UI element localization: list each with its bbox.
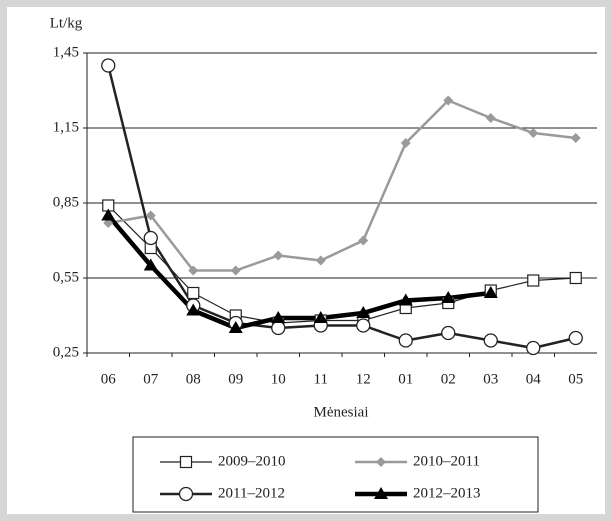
data-point [568,330,583,346]
data-point [228,321,243,333]
legend-label: 2010–2011 [413,453,480,469]
x-tick-label: 01 [398,371,413,387]
data-point [271,320,286,336]
data-point [145,210,156,221]
legend-marker [179,455,193,469]
legend-marker [376,457,386,467]
legend-label: 2011–2012 [218,485,285,501]
data-point [441,291,456,303]
data-point [570,133,581,143]
y-axis-label: Lt/kg [50,15,83,31]
data-point [186,303,201,316]
series-line [108,99,576,272]
y-tick-label: 0,25 [53,344,79,360]
data-point [358,235,369,246]
y-tick-label: 1,45 [53,44,79,60]
data-point [441,325,456,341]
data-point [527,274,540,287]
series-line [106,214,492,331]
data-point [313,311,328,323]
y-tick-label: 1,15 [53,119,79,135]
data-point [398,293,413,306]
data-point [526,340,541,356]
data-point [356,318,371,333]
x-tick-label: 06 [101,371,117,387]
x-tick-label: 03 [483,371,498,387]
data-point [483,333,498,348]
x-tick-label: 07 [143,371,159,387]
legend-marker [374,487,388,499]
y-tick-label: 0,85 [53,194,79,210]
legend-label: 2012–2013 [413,485,481,501]
data-point [273,250,284,261]
series-line [107,205,576,324]
x-tick-label: 02 [441,371,456,387]
y-tick-label: 0,55 [53,269,79,285]
data-point [356,306,371,318]
legend-label: 2009–2010 [218,453,286,469]
data-point [443,95,454,106]
chart-background [7,7,605,514]
data-point [315,255,326,266]
data-point [569,271,582,285]
data-point [101,208,116,221]
data-point [483,286,498,298]
series-line [107,65,577,350]
data-point [187,286,200,300]
data-point [143,258,158,271]
x-tick-label: 10 [271,371,286,387]
data-point [230,265,241,276]
data-point [400,138,411,148]
legend-marker [178,486,194,502]
x-tick-label: 09 [228,371,243,387]
x-tick-label: 11 [314,371,328,387]
legend-box [132,436,539,513]
data-point [271,311,286,323]
x-tick-label: 08 [186,371,201,387]
x-tick-label: 05 [568,371,583,387]
data-point [188,265,199,276]
data-point [398,333,413,348]
data-point [101,58,116,73]
data-point [528,128,539,138]
x-tick-label: 12 [356,371,371,387]
data-point [485,113,496,123]
x-tick-label: 04 [526,371,542,387]
x-axis-label: Mėnesiai [314,404,369,420]
data-point [143,230,158,246]
